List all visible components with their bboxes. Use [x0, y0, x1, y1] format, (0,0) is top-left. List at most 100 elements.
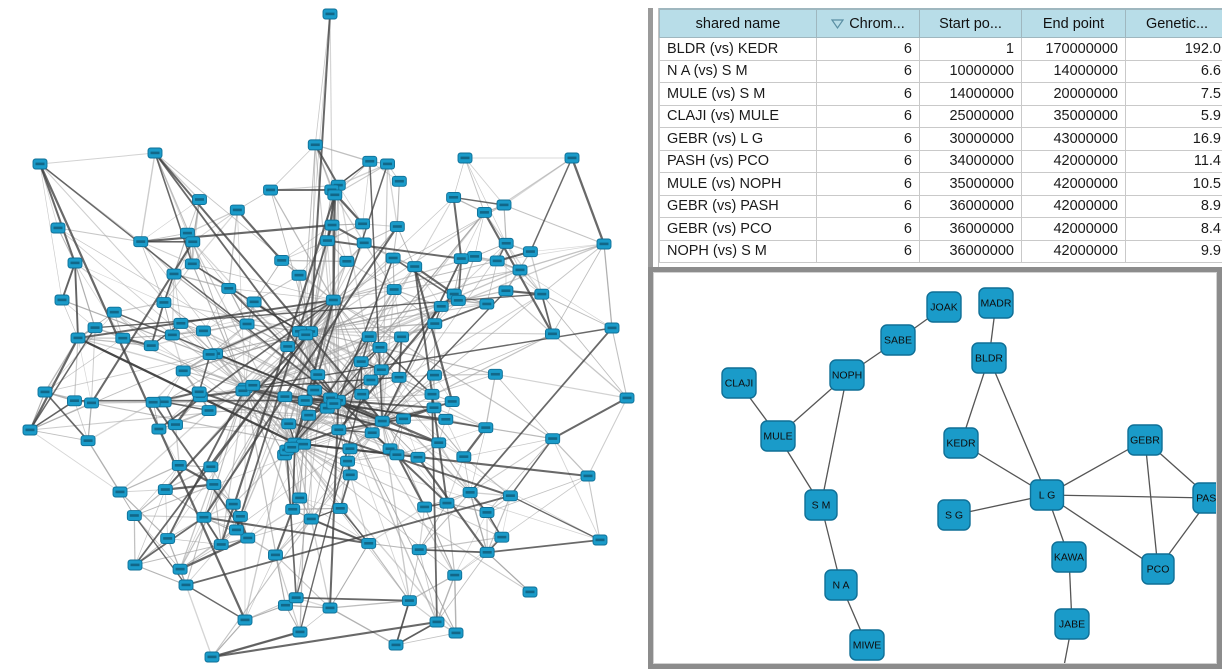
network-edge[interactable] [418, 502, 448, 550]
network-edge[interactable] [436, 574, 456, 623]
network-edge[interactable] [294, 442, 531, 593]
network-node[interactable] [288, 592, 304, 604]
network-edge[interactable] [211, 630, 301, 659]
network-edge[interactable] [244, 387, 457, 634]
cell-chromosome[interactable]: 6 [816, 127, 920, 151]
network-edge[interactable] [496, 260, 543, 295]
table-row[interactable]: GEBR (vs) PASH 6 36000000 42000000 8.9 [659, 194, 1222, 218]
network-edge[interactable] [203, 484, 215, 518]
cell-shared-name[interactable]: GEBR (vs) PASH [659, 194, 817, 218]
network-edge[interactable] [274, 554, 301, 633]
node-shape[interactable] [1141, 553, 1175, 585]
network-node[interactable] [396, 413, 411, 425]
network-node[interactable] [596, 238, 612, 250]
network-edge[interactable] [433, 407, 486, 429]
cell-start-point[interactable]: 10000000 [919, 59, 1022, 83]
network-edge[interactable] [454, 575, 457, 634]
network-edge[interactable] [820, 374, 848, 506]
network-edge[interactable] [28, 337, 80, 431]
network-node[interactable] [277, 391, 293, 403]
network-node[interactable]: JABE [1054, 608, 1090, 640]
node-shape[interactable] [829, 359, 865, 391]
cell-start-point[interactable]: 25000000 [919, 104, 1022, 128]
network-edge[interactable] [298, 240, 328, 276]
network-edge[interactable] [381, 420, 419, 458]
node-shape[interactable] [824, 569, 858, 601]
network-node[interactable] [54, 294, 70, 306]
network-node[interactable] [401, 595, 417, 607]
network-edge[interactable] [183, 370, 246, 389]
network-node[interactable] [206, 479, 222, 490]
network-edge[interactable] [210, 466, 234, 505]
network-edge[interactable] [485, 427, 553, 440]
network-edge[interactable] [332, 194, 336, 301]
network-edge[interactable] [244, 387, 410, 601]
network-edge[interactable] [134, 515, 181, 570]
cell-genetic[interactable]: 11.4 [1125, 149, 1222, 173]
network-edge[interactable] [192, 241, 230, 289]
network-edge[interactable] [529, 251, 543, 295]
network-node[interactable]: MULE [760, 420, 796, 452]
table-row[interactable]: PASH (vs) PCO 6 34000000 42000000 11.4 [659, 149, 1222, 173]
network-node[interactable] [476, 207, 492, 218]
network-node[interactable] [374, 415, 390, 427]
network-edge[interactable] [165, 483, 214, 491]
network-node[interactable] [151, 423, 167, 435]
network-edge[interactable] [419, 548, 488, 554]
cell-start-point[interactable]: 36000000 [919, 239, 1022, 263]
network-node[interactable] [496, 199, 512, 211]
network-edge[interactable] [134, 489, 166, 566]
network-edge[interactable] [988, 357, 1048, 496]
network-edge[interactable] [38, 163, 247, 621]
network-edge[interactable] [310, 322, 435, 333]
network-node[interactable] [522, 246, 538, 258]
network-edge[interactable] [275, 420, 383, 556]
network-node[interactable] [268, 549, 283, 561]
network-edge[interactable] [163, 263, 193, 303]
network-edge[interactable] [215, 353, 254, 386]
network-node[interactable] [326, 398, 342, 410]
cell-end-point[interactable]: 42000000 [1021, 217, 1126, 241]
main-network-view[interactable] [0, 0, 648, 669]
network-edge[interactable] [409, 574, 456, 602]
network-node[interactable] [353, 356, 369, 368]
network-edge[interactable] [486, 475, 589, 513]
network-node[interactable] [221, 282, 237, 294]
network-edge[interactable] [239, 224, 333, 517]
network-node[interactable] [285, 503, 301, 515]
network-edge[interactable] [299, 444, 305, 499]
cell-chromosome[interactable]: 6 [816, 239, 920, 263]
network-node[interactable] [291, 269, 307, 281]
network-node[interactable] [70, 332, 86, 344]
network-edge[interactable] [192, 241, 246, 389]
network-node[interactable] [203, 461, 219, 473]
network-node[interactable] [354, 388, 370, 400]
network-edge[interactable] [552, 243, 605, 335]
network-node[interactable] [127, 559, 143, 571]
network-edge[interactable] [329, 543, 370, 609]
network-edge[interactable] [337, 257, 394, 401]
cell-chromosome[interactable]: 6 [816, 172, 920, 196]
network-node[interactable] [364, 427, 380, 439]
network-edge[interactable] [587, 397, 628, 477]
network-edge[interactable] [381, 258, 463, 422]
network-node[interactable]: MIWE [849, 629, 885, 661]
network-edge[interactable] [552, 438, 589, 477]
network-node[interactable] [325, 294, 341, 306]
network-edge[interactable] [140, 224, 333, 243]
network-edge[interactable] [418, 506, 426, 550]
node-shape[interactable] [943, 427, 979, 459]
network-edge[interactable] [434, 303, 488, 325]
network-node[interactable] [229, 524, 244, 536]
cell-genetic[interactable]: 7.5 [1125, 82, 1222, 106]
cell-start-point[interactable]: 14000000 [919, 82, 1022, 106]
network-edge[interactable] [73, 337, 79, 401]
network-node[interactable] [424, 388, 440, 400]
network-edge[interactable] [334, 194, 365, 244]
network-edge[interactable] [114, 301, 165, 313]
network-node[interactable] [297, 395, 313, 407]
network-node[interactable] [147, 147, 163, 159]
network-node[interactable]: PCO [1141, 553, 1175, 585]
network-edge[interactable] [87, 440, 121, 493]
cell-genetic[interactable]: 16.9 [1125, 127, 1222, 151]
